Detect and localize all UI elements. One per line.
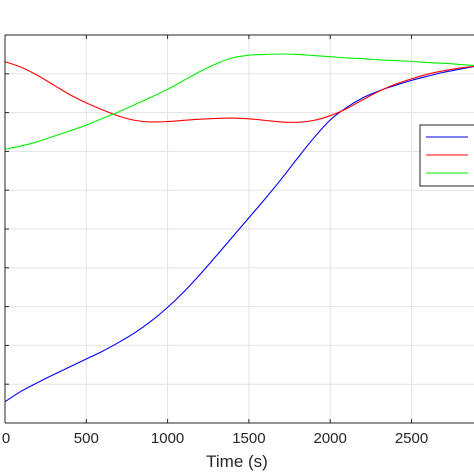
x-tick-label: 0: [2, 430, 10, 447]
series-line-3: [4, 53, 474, 150]
series-line-2: [4, 61, 474, 123]
grid: [5, 35, 474, 423]
series-line-1: [4, 65, 474, 403]
x-axis-label: Time (s): [206, 452, 268, 471]
legend: [419, 124, 474, 187]
x-tick-label: 1500: [232, 430, 265, 447]
axes: [4, 34, 474, 424]
series-lines: [4, 53, 474, 403]
x-tick-label: 2000: [314, 430, 347, 447]
x-tick-label: 2500: [395, 430, 428, 447]
x-tick-label: 500: [74, 430, 99, 447]
x-tick-label: 1000: [151, 430, 184, 447]
x-tick-labels: 0 500 1000 1500 2000 2500: [2, 430, 428, 447]
